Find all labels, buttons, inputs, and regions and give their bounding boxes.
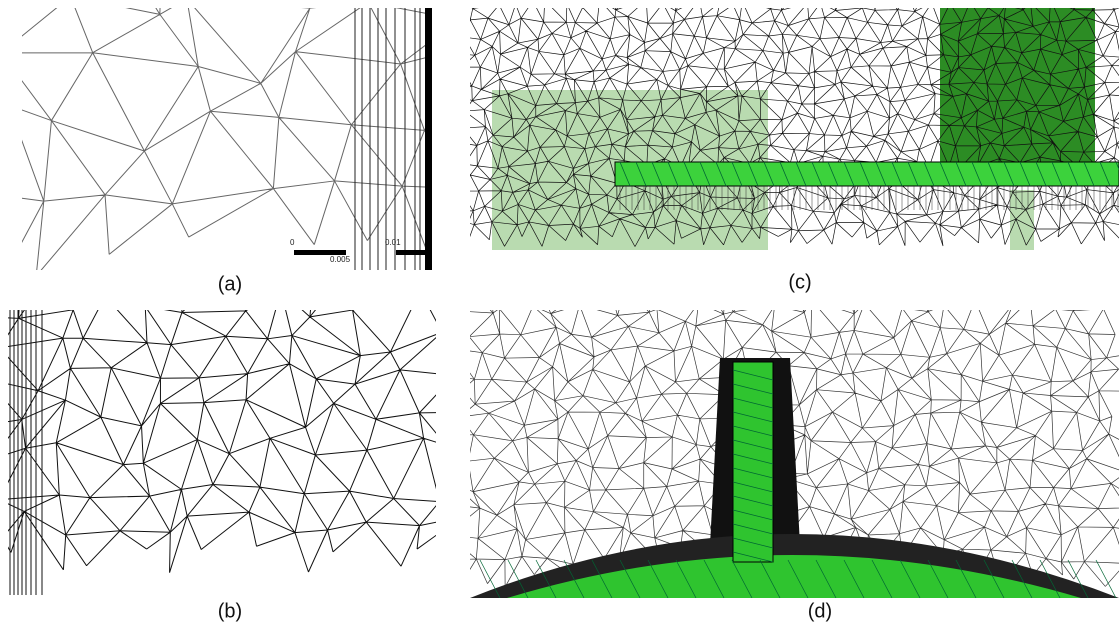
scale-label: 0.005	[330, 255, 351, 264]
scale-label: 0.01	[385, 238, 401, 247]
panel-label: (d)	[808, 600, 832, 622]
scale-bar	[396, 250, 426, 255]
panel-b	[0, 253, 508, 595]
panel-c	[445, 0, 1119, 270]
panel-d	[440, 275, 1119, 610]
panel-a: 0 0.005 0.01	[0, 0, 516, 279]
figure: 0 0.005 0.01 (a) (b) (c) (d)	[0, 0, 1119, 629]
solid-plate	[615, 162, 1119, 186]
solid-fin	[733, 362, 773, 562]
panel-label: (c)	[788, 271, 811, 293]
scale-label: 0	[290, 238, 295, 247]
solid-body	[940, 8, 1095, 164]
panel-label: (a)	[218, 273, 242, 295]
panel-label: (b)	[218, 600, 242, 622]
